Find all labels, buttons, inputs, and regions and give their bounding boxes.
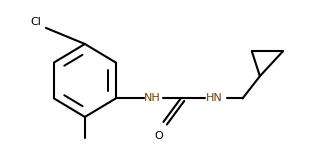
Text: NH: NH	[144, 93, 161, 103]
Text: Cl: Cl	[30, 17, 41, 27]
Text: HN: HN	[206, 93, 223, 103]
Text: O: O	[155, 131, 163, 141]
